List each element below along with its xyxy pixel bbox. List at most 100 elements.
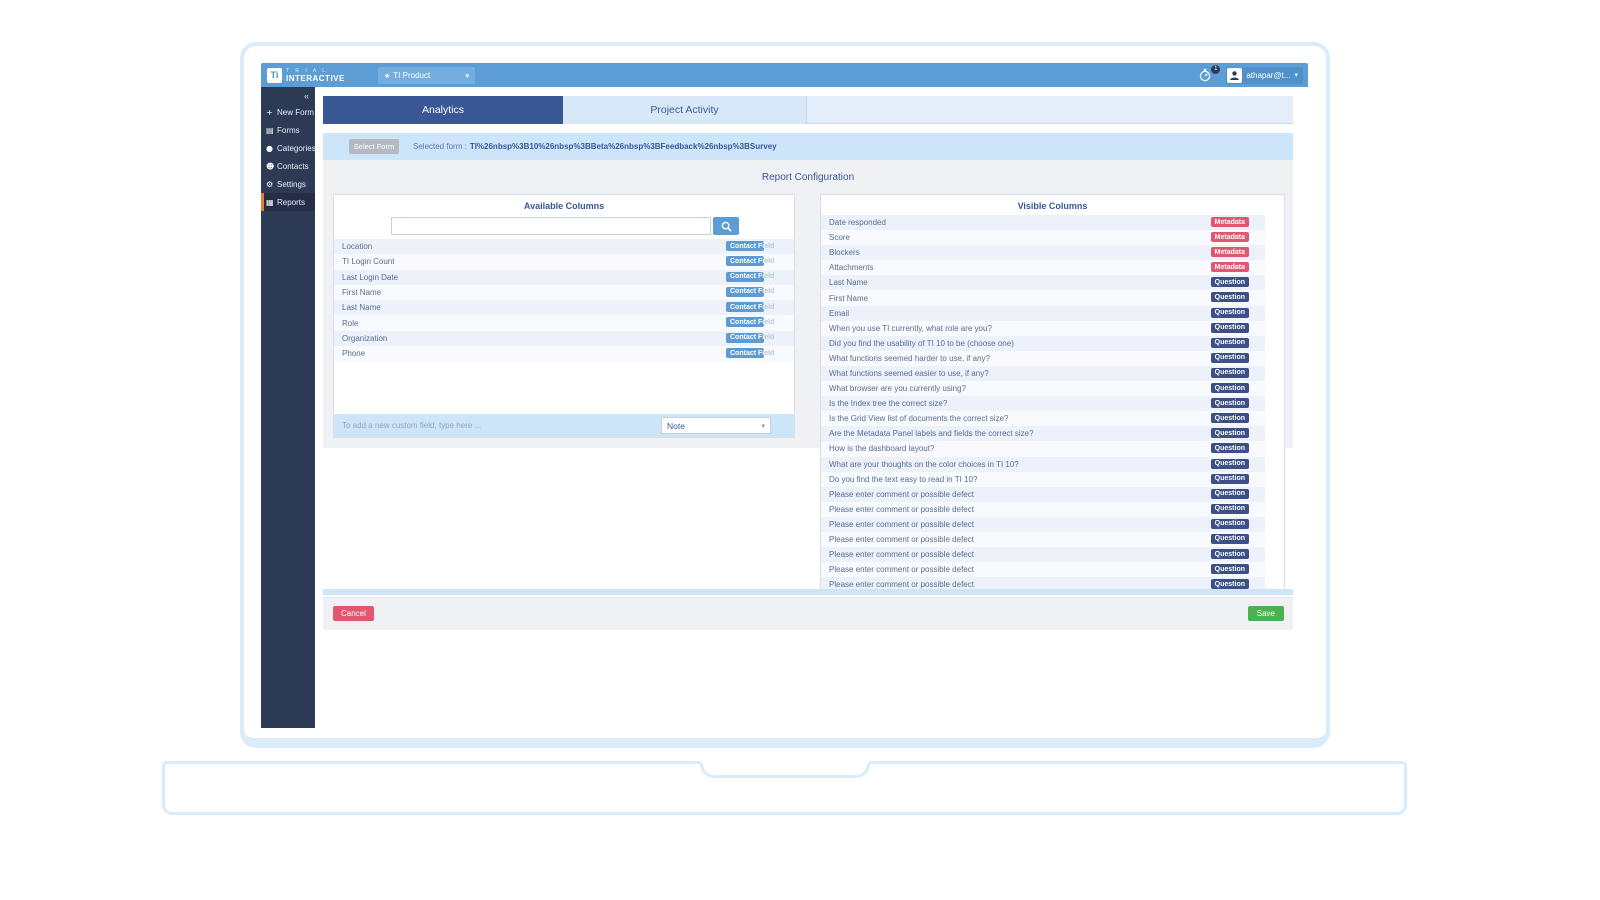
notification-count-badge: 1: [1211, 65, 1220, 74]
visible-column-row[interactable]: Please enter comment or possible defect …: [821, 562, 1265, 577]
column-type-badge: Question: [1211, 504, 1249, 514]
main-content: Analytics Project Activity Select Form S…: [323, 96, 1293, 728]
available-column-row[interactable]: Last Name Contact Field Contact Field: [334, 300, 794, 315]
sidebar-item-contacts[interactable]: ☻ Contacts: [261, 157, 315, 175]
column-label: First Name: [342, 288, 381, 297]
tab-project-activity[interactable]: Project Activity: [563, 96, 807, 124]
visible-column-row[interactable]: Please enter comment or possible defect …: [821, 532, 1265, 547]
sidebar-item-label: Categories: [277, 144, 315, 153]
column-label: Score: [829, 233, 850, 242]
sidebar-collapse-button[interactable]: «: [261, 87, 315, 103]
available-column-row[interactable]: Phone Contact Field Contact Field: [334, 346, 794, 361]
visible-column-row[interactable]: Attachments Metadata: [821, 260, 1265, 275]
sidebar: « + New Form ▤ Forms ● Categories ☻ Cont…: [261, 87, 315, 728]
available-column-row[interactable]: Role Contact Field Contact Field: [334, 315, 794, 330]
visible-column-row[interactable]: Blockers Metadata: [821, 245, 1265, 260]
column-type-badge: Question: [1211, 353, 1249, 363]
sidebar-item-categories[interactable]: ● Categories: [261, 139, 315, 157]
column-label: Last Name: [342, 303, 381, 312]
column-label: Are the Metadata Panel labels and fields…: [829, 429, 1034, 438]
visible-column-row[interactable]: When you use TI currently, what role are…: [821, 321, 1265, 336]
column-type-badge: Question: [1211, 292, 1249, 302]
visible-column-row[interactable]: Do you find the text easy to read in TI …: [821, 472, 1265, 487]
laptop-base-notch: [700, 761, 870, 778]
form-select-bar: Select Form Selected form : TI%26nbsp%3B…: [323, 133, 1293, 160]
tab-analytics[interactable]: Analytics: [323, 96, 563, 124]
available-column-row[interactable]: First Name Contact Field Contact Field: [334, 285, 794, 300]
chevron-down-icon: ▾: [761, 422, 765, 430]
visible-column-row[interactable]: Are the Metadata Panel labels and fields…: [821, 426, 1265, 441]
column-label: Attachments: [829, 263, 873, 272]
column-type-badge: Question: [1211, 383, 1249, 393]
column-label: Location: [342, 242, 372, 251]
column-label: What functions seemed harder to use, if …: [829, 354, 990, 363]
column-type-badge: Metadata: [1211, 262, 1249, 272]
available-columns-panel: Available Columns Location: [333, 194, 795, 438]
field-type-select[interactable]: Note ▾: [661, 417, 771, 434]
save-button[interactable]: Save: [1248, 606, 1284, 621]
available-column-row[interactable]: Organization Contact Field Contact Field: [334, 331, 794, 346]
visible-column-row[interactable]: Last Name Question: [821, 275, 1265, 290]
visible-column-row[interactable]: Is the Index tree the correct size? Ques…: [821, 396, 1265, 411]
selected-form-value: TI%26nbsp%3B10%26nbsp%3BBeta%26nbsp%3BFe…: [470, 142, 777, 151]
contact-field-badge: Contact Field: [726, 348, 764, 358]
cancel-button[interactable]: Cancel: [333, 606, 374, 621]
column-type-badge: Question: [1211, 428, 1249, 438]
timer-notification-button[interactable]: 1: [1198, 65, 1218, 85]
star-icon: ★: [384, 72, 390, 80]
visible-column-row[interactable]: What functions seemed harder to use, if …: [821, 351, 1265, 366]
visible-column-row[interactable]: What browser are you currently using? Qu…: [821, 381, 1265, 396]
horizontal-scrollbar-track[interactable]: [323, 589, 1293, 595]
visible-column-row[interactable]: Is the Grid View list of documents the c…: [821, 411, 1265, 426]
visible-column-row[interactable]: Email Question: [821, 306, 1265, 321]
sidebar-item-label: Forms: [277, 126, 300, 135]
visible-column-row[interactable]: Please enter comment or possible defect …: [821, 502, 1265, 517]
column-label: TI Login Count: [342, 257, 394, 266]
column-label: How is the dashboard layout?: [829, 444, 934, 453]
visible-column-row[interactable]: First Name Question: [821, 290, 1265, 305]
visible-column-row[interactable]: Please enter comment or possible defect …: [821, 517, 1265, 532]
visible-column-row[interactable]: Score Metadata: [821, 230, 1265, 245]
column-label: Do you find the text easy to read in TI …: [829, 475, 977, 484]
visible-column-row[interactable]: What functions seemed easier to use, if …: [821, 366, 1265, 381]
visible-column-row[interactable]: Did you find the usability of TI 10 to b…: [821, 336, 1265, 351]
column-type-badge: Question: [1211, 338, 1249, 348]
visible-column-row[interactable]: How is the dashboard layout? Question: [821, 441, 1265, 456]
column-type-badge: Question: [1211, 564, 1249, 574]
selected-form-label: Selected form :: [413, 142, 467, 151]
available-column-row[interactable]: Location Contact Field Contact Field: [334, 239, 794, 254]
column-label: What functions seemed easier to use, if …: [829, 369, 989, 378]
visible-column-row[interactable]: What are your thoughts on the color choi…: [821, 457, 1265, 472]
sidebar-item-settings[interactable]: ⚙ Settings: [261, 175, 315, 193]
contact-field-badge: Contact Field: [726, 256, 764, 266]
column-label: Please enter comment or possible defect: [829, 505, 974, 514]
visible-column-row[interactable]: Please enter comment or possible defect …: [821, 487, 1265, 502]
column-label: Please enter comment or possible defect: [829, 580, 974, 589]
product-dropdown[interactable]: ★ TI Product ▾: [378, 67, 475, 84]
table-icon: ▦: [266, 198, 277, 207]
available-column-row[interactable]: TI Login Count Contact Field Contact Fie…: [334, 254, 794, 269]
contact-field-badge: Contact Field: [726, 241, 764, 251]
column-type-badge: Question: [1211, 413, 1249, 423]
field-type-selected-value: Note: [667, 421, 685, 431]
visible-column-row[interactable]: Date responded Metadata: [821, 215, 1265, 230]
sidebar-item-reports[interactable]: ▦ Reports: [261, 193, 315, 211]
brand-logo-icon: Ti: [267, 68, 282, 83]
available-column-row[interactable]: Last Login Date Contact Field Contact Fi…: [334, 270, 794, 285]
visible-column-row[interactable]: Please enter comment or possible defect …: [821, 547, 1265, 562]
sidebar-item-label: Reports: [277, 198, 305, 207]
search-input[interactable]: [391, 217, 711, 235]
column-type-badge: Question: [1211, 519, 1249, 529]
stopwatch-icon: [1198, 68, 1212, 82]
column-label: Please enter comment or possible defect: [829, 535, 974, 544]
tab-bar: Analytics Project Activity: [323, 96, 1293, 124]
select-form-button[interactable]: Select Form: [349, 139, 399, 154]
add-custom-field-input[interactable]: To add a new custom field, type here ...: [342, 421, 481, 430]
sidebar-item-new-form[interactable]: + New Form: [261, 103, 315, 121]
sidebar-item-forms[interactable]: ▤ Forms: [261, 121, 315, 139]
chevron-down-icon: ▾: [1294, 71, 1298, 79]
add-custom-field-bar: To add a new custom field, type here ...…: [334, 414, 794, 437]
user-menu[interactable]: athapar@t... ▾: [1226, 67, 1303, 84]
search-button[interactable]: [713, 217, 739, 235]
column-type-badge: Question: [1211, 308, 1249, 318]
